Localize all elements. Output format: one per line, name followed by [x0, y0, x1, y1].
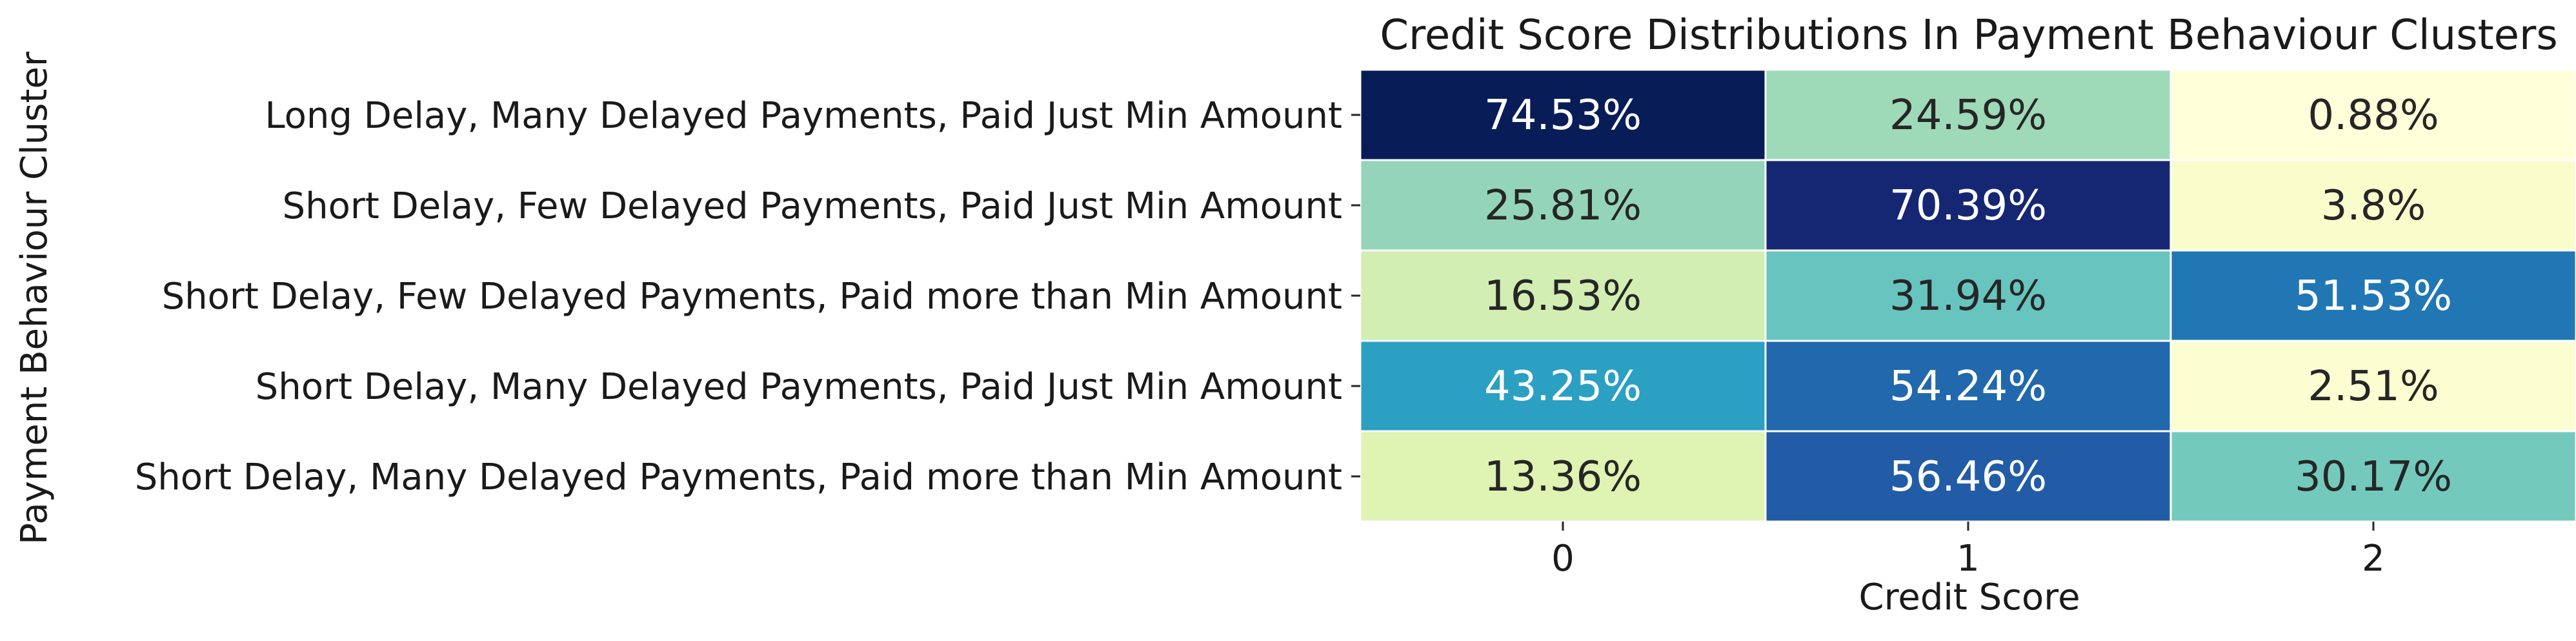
- cell-value-label: 70.39%: [1889, 182, 2047, 230]
- heatmap-cell: [1359, 340, 1767, 432]
- y-tick-label: Short Delay, Many Delayed Payments, Paid…: [135, 456, 1342, 498]
- x-axis-ticks: 0 1 2: [1551, 522, 2385, 580]
- cell-value-label: 25.81%: [1484, 182, 1642, 230]
- cell-value-label: 56.46%: [1889, 453, 2047, 501]
- y-axis-label: Payment Behaviour Cluster: [14, 51, 55, 545]
- x-tick-label: 1: [1957, 538, 1980, 580]
- cell-value-label: 3.8%: [2321, 182, 2426, 230]
- cell-value-label: 54.24%: [1889, 363, 2047, 411]
- heatmap-cell: [1359, 68, 1767, 161]
- heatmap-cell: [1764, 68, 2172, 161]
- heatmap-cell: [1764, 249, 2172, 342]
- heatmap-cell: [1764, 430, 2172, 523]
- x-axis-label: Credit Score: [1858, 576, 2080, 618]
- y-tick-label: Long Delay, Many Delayed Payments, Paid …: [265, 95, 1342, 137]
- heatmap-cells: 74.53% 24.59% 0.88% 25.81% 70.39% 3.8% 16.53% 3…: [1359, 68, 2576, 523]
- chart-title: Credit Score Distributions In Payment Be…: [1380, 12, 2557, 59]
- x-tick-label: 2: [2362, 538, 2385, 580]
- heatmap-cell: [1764, 159, 2172, 252]
- cell-value-label: 30.17%: [2295, 453, 2452, 501]
- heatmap-cell: [2169, 159, 2576, 252]
- heatmap-cell: [1359, 159, 1767, 252]
- cell-value-label: 0.88%: [2308, 92, 2439, 139]
- heatmap-cell: [1359, 430, 1767, 523]
- cell-value-label: 13.36%: [1484, 453, 1642, 501]
- cell-value-label: 2.51%: [2308, 363, 2439, 411]
- x-tick-label: 0: [1551, 538, 1575, 580]
- heatmap-cell: [2169, 430, 2576, 523]
- cell-value-label: 74.53%: [1484, 92, 1642, 139]
- cell-value-label: 51.53%: [2295, 272, 2452, 320]
- y-tick-label: Short Delay, Few Delayed Payments, Paid …: [283, 185, 1342, 227]
- y-axis-ticks: Long Delay, Many Delayed Payments, Paid …: [135, 95, 1360, 498]
- cell-value-label: 31.94%: [1889, 272, 2047, 320]
- cell-value-label: 16.53%: [1484, 272, 1642, 320]
- cell-value-label: 24.59%: [1889, 92, 2047, 139]
- y-tick-label: Short Delay, Many Delayed Payments, Paid…: [256, 366, 1342, 408]
- cell-value-label: 43.25%: [1484, 363, 1642, 411]
- y-tick-label: Short Delay, Few Delayed Payments, Paid …: [162, 276, 1342, 318]
